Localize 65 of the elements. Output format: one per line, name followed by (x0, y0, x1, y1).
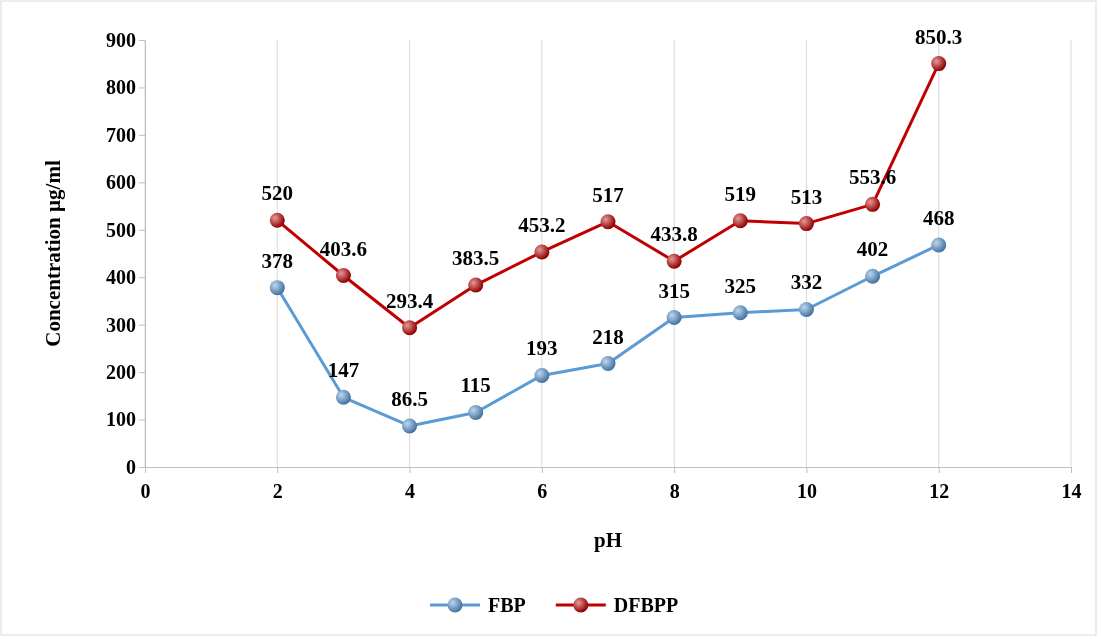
point (865, 196, 881, 212)
data-label: 402 (856, 237, 889, 262)
x-tick-label: 2 (272, 480, 283, 502)
data-label: 293.4 (385, 288, 434, 313)
y-tick-label: 700 (106, 123, 136, 146)
x-tick-label: 14 (1061, 480, 1082, 502)
x-tick-label: 0 (140, 480, 151, 502)
point (402, 418, 418, 434)
x-tick-label: 4 (405, 480, 416, 502)
point (931, 56, 947, 72)
data-label: 332 (790, 270, 823, 295)
data-label: 115 (460, 373, 491, 398)
data-label: 378 (261, 248, 294, 273)
data-label: 315 (658, 278, 690, 303)
point (666, 310, 682, 326)
point (534, 244, 550, 260)
point (600, 214, 616, 230)
data-label: 468 (922, 205, 955, 230)
data-label: 453.2 (518, 212, 566, 237)
x-axis-title: pH (593, 528, 623, 552)
data-label: 513 (790, 184, 823, 209)
data-label: 519 (724, 181, 757, 206)
data-label: 850.3 (915, 24, 963, 49)
point (600, 356, 616, 372)
point (798, 216, 814, 232)
data-label: 86.5 (391, 386, 428, 411)
y-tick-label: 500 (106, 218, 136, 241)
data-label: 517 (592, 182, 624, 207)
point (798, 301, 814, 317)
point (468, 277, 484, 293)
x-tick-label: 12 (929, 480, 950, 502)
point (666, 253, 682, 269)
point (335, 268, 351, 284)
point (865, 268, 881, 284)
point (402, 320, 418, 336)
y-tick-label: 900 (106, 28, 136, 51)
y-tick-label: 0 (126, 455, 136, 478)
data-label: 218 (592, 324, 624, 349)
point (269, 212, 285, 228)
y-tick-label: 100 (106, 408, 136, 431)
y-tick-label: 600 (106, 171, 136, 194)
data-label: 147 (327, 358, 360, 383)
point (732, 213, 748, 229)
point (534, 367, 550, 383)
point (931, 237, 947, 253)
point (269, 280, 285, 296)
point (468, 404, 484, 420)
y-tick-label: 400 (106, 266, 136, 289)
data-label: 193 (526, 336, 558, 361)
y-tick-label: 300 (106, 313, 136, 336)
data-label: 325 (724, 273, 757, 298)
x-tick-label: 6 (537, 480, 548, 502)
x-tick-label: 10 (796, 480, 817, 502)
x-tick-label: 8 (669, 480, 680, 502)
data-label: 383.5 (452, 246, 500, 271)
legend-label: FBP (488, 594, 526, 616)
y-tick-label: 800 (106, 76, 136, 99)
point (732, 305, 748, 321)
y-tick-label: 200 (106, 361, 136, 384)
y-axis-title: Concentration µg/ml (41, 160, 65, 347)
point (335, 389, 351, 405)
legend-label: DFBPP (613, 594, 679, 616)
data-label: 520 (261, 181, 294, 206)
data-label: 403.6 (319, 236, 368, 261)
data-label: 433.8 (650, 222, 698, 247)
